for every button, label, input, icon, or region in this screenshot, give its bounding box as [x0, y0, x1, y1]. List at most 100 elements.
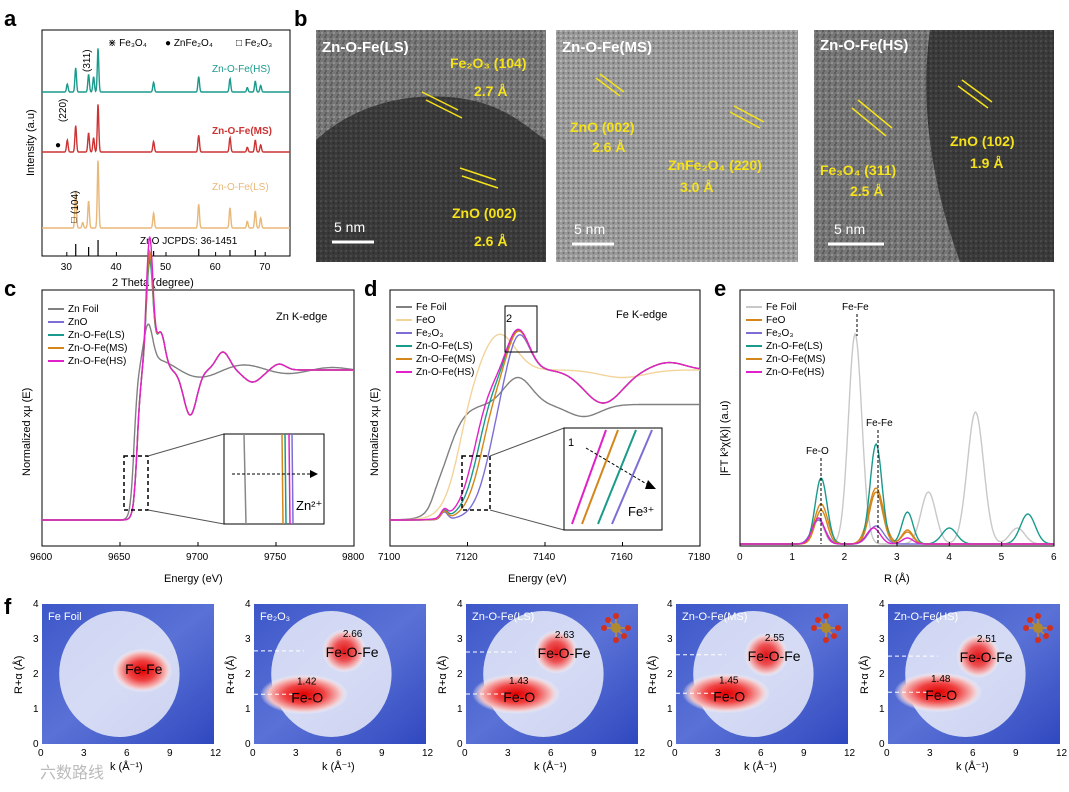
wt-xtick-label: 12: [634, 748, 646, 759]
fe-mark-2: 2: [506, 313, 512, 325]
wt-ytick-label: 1: [667, 704, 673, 715]
tem-ann-ls-2: 2.7 Å: [474, 83, 507, 99]
wt-xtick-label: 6: [548, 748, 554, 759]
tem-scale-hs: 5 nm: [834, 221, 865, 237]
zn-inset: Zn²⁺: [223, 433, 325, 525]
ft-legend: Fe Foil FeO Fe₂O₃ Zn-O-Fe(LS) Zn-O-Fe(MS) Zn-…: [746, 302, 825, 378]
wt-xtick-label: 3: [927, 748, 933, 759]
xrd-ylabel: Intensity (a.u): [25, 109, 37, 176]
tem-ann-hs-4: 1.9 Å: [970, 155, 1003, 171]
ft-legend-entry: Zn-O-Fe(HS): [766, 367, 824, 378]
tem-title-ls: Zn-O-Fe(LS): [322, 39, 409, 56]
zn-legend-entry: Zn-O-Fe(LS): [68, 330, 125, 341]
zn-zoom-line-1: [147, 433, 225, 457]
fe-xtick-label: 7180: [688, 552, 711, 563]
wt-ylabel: R+α (Å): [646, 656, 659, 694]
fe-title: Fe K-edge: [616, 309, 667, 321]
fe-xtick-label: 7100: [378, 552, 401, 563]
wt-xtick-label: 9: [591, 748, 597, 759]
wt-xtick-label: 0: [672, 748, 678, 759]
ft-legend-entry: Fe Foil: [766, 302, 797, 313]
wt-contour: [483, 611, 604, 737]
xrd-ann-220: (220): [58, 99, 69, 122]
wt-ytick-label: 0: [667, 739, 673, 750]
wt-ytick-label: 4: [457, 599, 463, 610]
wt-label-feofe: Fe-O-Fe: [538, 645, 591, 661]
xrd-label-hs: Zn-O-Fe(HS): [212, 64, 270, 75]
wt-ytick-label: 4: [245, 599, 251, 610]
wt-label-feofe: Fe-O-Fe: [960, 649, 1013, 665]
wt-xtick-label: 9: [379, 748, 385, 759]
fe-xtick-label: 7160: [611, 552, 634, 563]
wt-blob-feo: [472, 673, 561, 714]
wt-ylabel: R+α (Å): [436, 656, 449, 694]
xrd-label-ls: Zn-O-Fe(LS): [212, 182, 269, 193]
xrd-ref-label: ZnO JCPDS: 36-1451: [140, 236, 238, 247]
zn-xtick-label: 9650: [108, 552, 131, 563]
fe-ylabel: Normalized xμ (E): [369, 388, 381, 476]
wt-xtick-label: 3: [505, 748, 511, 759]
wt-ylabel: R+α (Å): [224, 656, 237, 694]
wt-value-feo: 1.42: [297, 676, 317, 687]
molecule-icon: [1023, 613, 1053, 643]
ft-xtick-label: 0: [737, 552, 743, 563]
wt-label-feo: Fe-O: [925, 687, 957, 703]
xrd-legend-fe3o4: ⋇ Fe₃O₄: [108, 38, 147, 49]
tem-ann-hs-1: Fe₃O₄ (311): [820, 162, 896, 178]
fe-series-line: [390, 328, 701, 521]
wt-ytick-label: 2: [33, 669, 39, 680]
xrd-curves: [42, 48, 290, 229]
ft-xtick-label: 2: [842, 552, 848, 563]
wt-ylabel: R+α (Å): [12, 656, 25, 694]
wt-xtick-label: 12: [1056, 748, 1068, 759]
fe-inset: 1 Fe³⁺: [563, 427, 663, 531]
panel-letter-a: a: [4, 6, 17, 31]
xrd-ann-104: (104): [70, 191, 81, 214]
zn-inset-label: Zn²⁺: [296, 498, 322, 513]
tem-lattice-marker-ls: [421, 91, 499, 189]
wt-ytick-label: 3: [457, 634, 463, 645]
panel-letter-b: b: [294, 6, 307, 31]
wt-ytick-label: 2: [667, 669, 673, 680]
ft-series-line: [740, 332, 1054, 545]
wt-ytick-label: 2: [457, 669, 463, 680]
wt-xtick-label: 0: [462, 748, 468, 759]
wt-ytick-label: 0: [245, 739, 251, 750]
wt-ytick-label: 4: [667, 599, 673, 610]
ft-peak-fefe-2: Fe-Fe: [866, 418, 893, 429]
fe-curves: [390, 328, 701, 521]
wt-ytick-label: 4: [879, 599, 885, 610]
wt-value-feo: 1.48: [931, 674, 951, 685]
wt-xtick-label: 3: [293, 748, 299, 759]
wt-blob-feo: [682, 673, 771, 714]
tem-ann-ms-1: ZnO (002): [570, 119, 635, 135]
zn-xtick-label: 9600: [30, 552, 53, 563]
wt-blob-feofe: [534, 629, 579, 674]
tem-ann-ls-3: ZnO (002): [452, 205, 517, 221]
zn-legend-entry: Zn-O-Fe(HS): [68, 356, 126, 367]
wt-xtick-label: 12: [844, 748, 856, 759]
wt-value-feofe: 2.51: [977, 634, 997, 645]
tem-ann-ls-1: Fe₂O₃ (104): [450, 55, 527, 71]
tem-ann-ms-3: ZnFe₂O₄ (220): [668, 157, 762, 173]
zn-xlabel: Energy (eV): [164, 573, 223, 585]
wt-title: Fe Foil: [48, 611, 82, 623]
ft-series-line: [740, 442, 1054, 545]
fe-xtick-label: 7120: [456, 552, 479, 563]
wt-ytick-label: 1: [457, 704, 463, 715]
tem-ann-ls-4: 2.6 Å: [474, 233, 507, 249]
xrd-curve-ls: [42, 160, 290, 229]
tem-title-hs: Zn-O-Fe(HS): [820, 37, 908, 54]
wt-title: Zn-O-Fe(HS): [894, 611, 958, 623]
tem-image-ls: Zn-O-Fe(LS) Fe₂O₃ (104) 2.7 Å ZnO (002) …: [316, 30, 546, 262]
molecule-icon: [811, 613, 841, 643]
ft-legend-entry: Zn-O-Fe(LS): [766, 341, 823, 352]
fe-legend-entry: Fe₂O₃: [416, 328, 443, 339]
xrd-curve-ms: [42, 104, 290, 153]
wt-xtick-label: 0: [884, 748, 890, 759]
